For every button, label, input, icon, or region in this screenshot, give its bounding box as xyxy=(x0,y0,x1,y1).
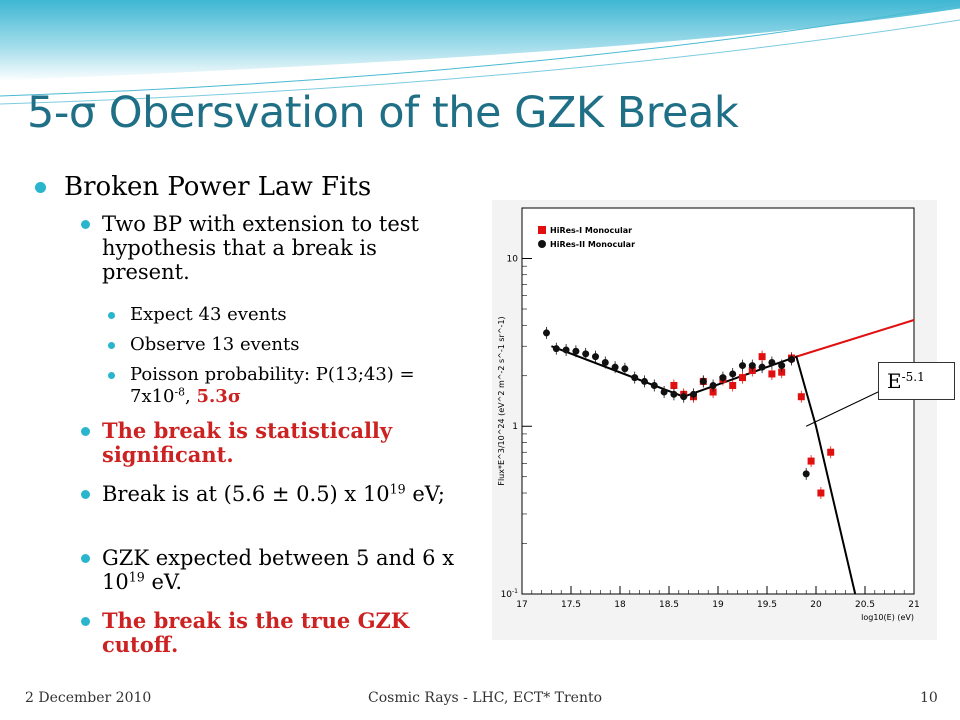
flux-chart: 17 17.5 18 18.5 19 19.5 20 20.5 21 10 1 10-1 Flux*E^… xyxy=(497,207,920,622)
plot-frame xyxy=(521,207,915,595)
data-point-hires2 xyxy=(788,355,795,363)
data-point-hires2 xyxy=(621,365,629,373)
y-tick-label: 10 xyxy=(507,254,519,264)
bullet-dot xyxy=(81,427,90,436)
data-point-hires1 xyxy=(768,370,776,378)
fit-line-broken-power-law xyxy=(551,345,857,595)
x-tick-label: 21 xyxy=(908,600,919,610)
bullet-dot xyxy=(108,342,115,349)
bullet-break-at: Break is at (5.6 ± 0.5) x 1019 eV; xyxy=(102,481,445,506)
legend-marker-hires2 xyxy=(538,240,546,248)
x-tick-label: 18 xyxy=(614,600,626,610)
bullet-dot xyxy=(81,617,90,626)
footer-date: 2 December 2010 xyxy=(25,690,152,706)
data-point-hires1 xyxy=(709,388,717,396)
bullet-observe: Observe 13 events xyxy=(130,334,300,355)
data-point-hires1 xyxy=(670,381,678,389)
data-point-hires2 xyxy=(660,388,668,396)
bullet-broken-power-law: Broken Power Law Fits xyxy=(64,172,372,202)
footer-title: Cosmic Rays - LHC, ECT* Trento xyxy=(368,690,603,706)
data-point-hires1 xyxy=(807,457,815,465)
page-number: 10 xyxy=(920,690,938,706)
data-point-hires2 xyxy=(562,346,570,354)
y-tick-label: 10-1 xyxy=(501,588,519,600)
x-tick-label: 19.5 xyxy=(757,600,777,610)
data-point-hires2 xyxy=(758,363,766,371)
data-point-hires2 xyxy=(641,377,648,385)
y-axis-label: Flux*E^3/10^24 (eV^2 m^-2 s^-1 sr^-1) xyxy=(497,316,506,485)
data-point-hires2 xyxy=(778,362,786,370)
legend-label-hires1: HiRes-I Monocular xyxy=(550,226,632,235)
x-tick-label: 20.5 xyxy=(855,600,875,610)
data-point-hires2 xyxy=(680,393,688,401)
x-tick-label: 17.5 xyxy=(561,600,581,610)
slide-title: 5-σ Obersvation of the GZK Break xyxy=(27,88,739,138)
data-point-hires2 xyxy=(729,370,737,378)
data-point-hires1 xyxy=(758,353,766,361)
fit-line-hires1 xyxy=(796,319,915,358)
bullet-dot xyxy=(108,372,115,379)
bullet-true-gzk: The break is the true GZK cutoff. xyxy=(102,608,410,657)
data-point-hires2 xyxy=(572,347,580,355)
data-point-hires2 xyxy=(631,374,639,382)
data-point-hires2 xyxy=(582,350,590,358)
bullet-significant: The break is statistically significant. xyxy=(102,418,393,467)
bullet-poisson: Poisson probability: P(13;43) = 7x10-8, … xyxy=(130,364,415,407)
x-axis-label: log10(E) (eV) xyxy=(861,613,914,622)
x-tick-label: 17 xyxy=(516,600,527,610)
data-point-hires1 xyxy=(739,374,746,382)
bullet-dot xyxy=(108,312,115,319)
data-point-hires2 xyxy=(802,470,810,478)
data-point-hires2 xyxy=(601,358,609,366)
data-point-hires2 xyxy=(552,345,560,353)
data-point-hires2 xyxy=(748,362,756,370)
data-point-hires1 xyxy=(827,448,835,456)
data-point-hires2 xyxy=(670,390,678,398)
data-point-hires2 xyxy=(690,390,697,398)
x-tick-label: 20 xyxy=(810,600,822,610)
data-point-hires2 xyxy=(543,329,550,337)
data-point-hires2 xyxy=(719,374,727,382)
annotation-pointer xyxy=(805,391,879,427)
bullet-dot xyxy=(81,554,90,563)
bullet-dot xyxy=(35,182,46,193)
bullet-two-bp: Two BP with extension to test hypothesis… xyxy=(102,212,419,284)
data-point-hires2 xyxy=(611,363,619,371)
data-point-hires2 xyxy=(709,381,717,389)
data-point-hires1 xyxy=(797,393,805,401)
data-point-hires1 xyxy=(817,489,825,497)
bullet-dot xyxy=(81,490,90,499)
y-tick-label: 1 xyxy=(512,422,518,432)
data-point-hires2 xyxy=(768,358,776,366)
data-point-hires2 xyxy=(699,377,707,385)
bullet-dot xyxy=(81,220,90,229)
data-point-hires2 xyxy=(650,381,658,389)
legend-marker-hires1 xyxy=(538,226,546,234)
chart-panel: 17 17.5 18 18.5 19 19.5 20 20.5 21 10 1 10-1 Flux*E^… xyxy=(492,200,937,640)
bullet-gzk-expected: GZK expected between 5 and 6 x 1019 eV. xyxy=(102,546,455,594)
slope-annotation: E-5.1 xyxy=(878,362,955,400)
x-tick-label: 19 xyxy=(712,600,724,610)
bullet-expect: Expect 43 events xyxy=(130,304,287,325)
legend-label-hires2: HiRes-II Monocular xyxy=(550,240,635,249)
data-point-hires1 xyxy=(778,368,786,376)
x-tick-label: 18.5 xyxy=(659,600,679,610)
data-point-hires2 xyxy=(739,362,746,370)
data-point-hires2 xyxy=(592,353,599,361)
header-decoration xyxy=(0,0,960,105)
data-point-hires1 xyxy=(729,381,737,389)
